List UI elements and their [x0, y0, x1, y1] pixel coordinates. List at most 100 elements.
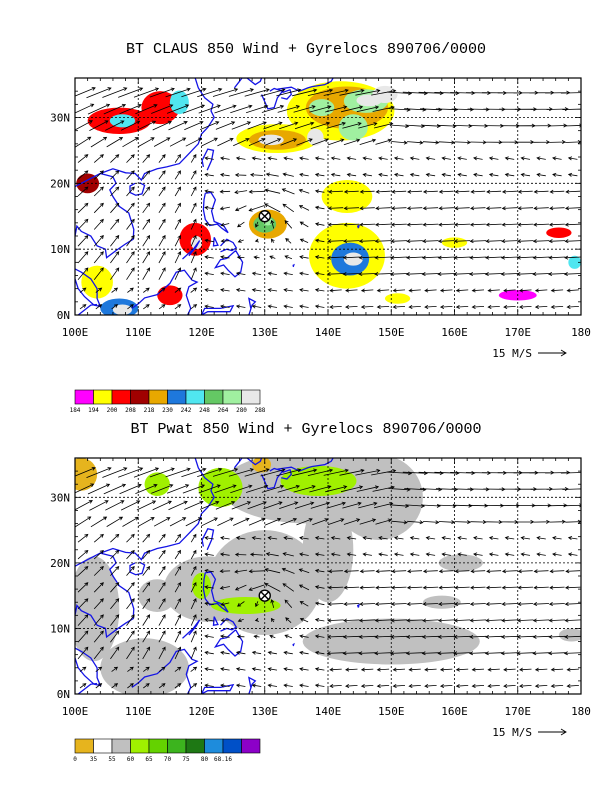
wind-vector [564, 206, 581, 211]
wind-vector [342, 255, 360, 260]
wind-vector [299, 634, 309, 639]
wind-vector [234, 569, 248, 574]
wind-vector [204, 172, 214, 177]
wind-vector [406, 222, 423, 227]
wind-vector [198, 104, 221, 114]
colorbar: 0 35 55 60 65 70 75 80 68.16 [73, 738, 261, 763]
wind-vector [264, 188, 281, 194]
wind-vector [158, 304, 166, 310]
wind-vector [279, 501, 299, 509]
colorbar-swatch [241, 738, 261, 754]
wind-vector [204, 650, 214, 655]
colorbar-label: 230 [162, 407, 173, 414]
wind-vector [326, 634, 345, 639]
wind-vector [219, 206, 230, 211]
wind-vector [487, 667, 500, 672]
wind-vector [485, 618, 502, 623]
wind-vector [90, 516, 108, 528]
wind-vector [220, 222, 230, 227]
wind-vector [533, 519, 551, 524]
wind-vector [235, 304, 246, 309]
coastline [75, 552, 135, 639]
wind-vector [235, 156, 246, 161]
wind-vector [77, 598, 89, 610]
wind-vector [455, 288, 469, 293]
x-tick-label: 150E [378, 326, 405, 339]
coastline [356, 224, 360, 229]
wind-vector [390, 618, 408, 623]
wind-vector [267, 536, 278, 541]
plot-area [75, 78, 581, 315]
field-blob [192, 572, 211, 599]
wind-vector [264, 138, 282, 146]
wind-vector [504, 156, 515, 161]
wind-vector [143, 666, 150, 672]
wind-vector [421, 272, 440, 277]
wind-vector [299, 288, 309, 293]
wind-vector [126, 565, 135, 576]
wind-vector [534, 683, 548, 688]
wind-vector [77, 267, 89, 280]
wind-vector [158, 186, 166, 197]
wind-vector [549, 189, 565, 194]
field-blob [112, 304, 132, 315]
wind-vector [165, 467, 191, 478]
wind-vector [228, 468, 255, 477]
wind-vector [564, 222, 581, 227]
wind-vector [534, 667, 548, 672]
wind-vector [375, 569, 391, 574]
wind-vector [248, 584, 265, 591]
wind-vector [454, 140, 472, 145]
wind-vector [110, 202, 120, 214]
field-blob [307, 128, 324, 146]
wind-vector [142, 267, 151, 280]
wind-vector [199, 121, 220, 130]
wind-vector [473, 536, 483, 541]
wind-vector [299, 667, 309, 672]
wind-vector [392, 288, 406, 293]
wind-vector [520, 172, 531, 177]
wind-vector [142, 218, 151, 230]
wind-vector [230, 484, 253, 494]
wind-vector [566, 667, 579, 672]
wind-vector [532, 651, 550, 656]
wind-vector [248, 569, 265, 574]
wind-vector [471, 667, 485, 672]
wind-vector [77, 582, 89, 593]
reference-vector-head [560, 349, 567, 357]
y-tick-label: 20N [50, 557, 70, 570]
wind-vector [126, 598, 135, 610]
wind-vector [422, 602, 439, 607]
axis-ticks [74, 457, 582, 695]
wind-vector [329, 667, 342, 672]
wind-vector [282, 203, 295, 213]
wind-vector [457, 172, 467, 177]
wind-vector [501, 519, 519, 524]
wind-vector [174, 666, 182, 672]
wind-vector [184, 121, 204, 131]
x-tick-label: 130E [252, 326, 279, 339]
wind-vector [158, 218, 166, 230]
wind-vector [110, 251, 120, 264]
wind-vector [204, 683, 214, 688]
wind-vector [75, 120, 93, 131]
wind-vector [441, 172, 451, 177]
wind-vector [547, 123, 568, 128]
wind-vector [484, 651, 503, 656]
wind-vector [360, 667, 374, 672]
wind-vector [550, 667, 564, 672]
wind-vector [378, 156, 388, 161]
wind-vector [204, 156, 214, 161]
wind-vector [359, 602, 376, 607]
wind-vector [345, 683, 358, 688]
wind-vector [393, 156, 404, 161]
wind-vector [533, 569, 549, 574]
wind-vector [204, 618, 214, 622]
y-tick-label: 10N [50, 622, 70, 635]
wind-vector [520, 552, 531, 557]
wind-vector [190, 533, 197, 543]
wind-vector [326, 121, 346, 129]
wind-vector [519, 667, 532, 672]
wind-vector [93, 566, 104, 576]
colorbar-label: 194 [88, 407, 99, 414]
